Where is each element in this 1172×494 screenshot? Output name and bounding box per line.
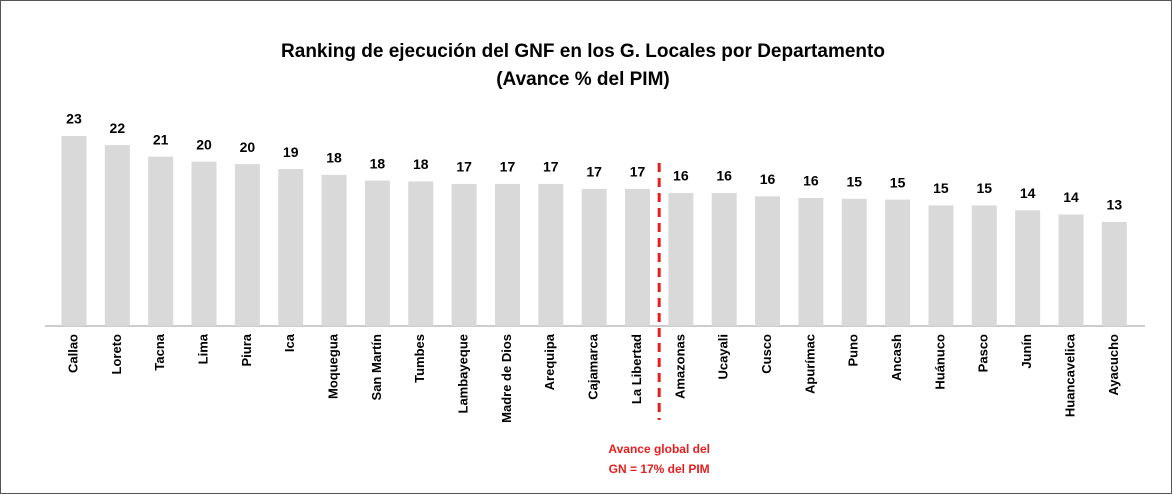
annotation: GN = 17% del PIM [609, 462, 710, 476]
bar [711, 193, 737, 326]
value-label: 16 [803, 173, 819, 189]
bar [538, 183, 564, 326]
bar [234, 164, 260, 326]
value-label: 15 [933, 180, 949, 196]
x-tick-label: Arequipa [542, 333, 557, 390]
value-label: 16 [716, 168, 732, 184]
chart-title: Ranking de ejecución del GNF en los G. L… [281, 41, 885, 62]
x-tick-label: Huancavelica [1062, 333, 1077, 417]
value-label: 23 [66, 111, 82, 127]
value-label: 15 [976, 180, 992, 196]
bar [885, 199, 911, 326]
value-label: 20 [240, 139, 256, 155]
x-tick-label: Ica [282, 333, 297, 352]
x-tick-label: Lambayeque [456, 334, 471, 413]
x-tick-label: La Libertad [629, 334, 644, 404]
bar [841, 198, 867, 326]
x-tick-label: Pasco [976, 334, 991, 372]
value-label: 17 [456, 159, 472, 175]
bar [61, 136, 87, 326]
value-label: 21 [153, 131, 169, 147]
value-label: 17 [500, 159, 516, 175]
value-label: 22 [110, 120, 126, 136]
x-tick-label: Piura [239, 333, 254, 366]
bar [1015, 210, 1041, 326]
bar [798, 197, 824, 326]
bar [364, 180, 390, 326]
annotation: Avance global del [608, 442, 710, 456]
chart-subtitle: (Avance % del PIM) [496, 69, 670, 90]
value-label: 20 [196, 136, 212, 152]
x-tick-label: Ancash [889, 334, 904, 381]
x-tick-label: Ayacucho [1106, 334, 1121, 396]
value-label: 16 [673, 168, 689, 184]
bar [581, 188, 607, 326]
bar [624, 188, 650, 326]
bar [668, 193, 694, 326]
bar [971, 205, 997, 326]
bar [755, 196, 781, 326]
value-label: 19 [283, 144, 299, 160]
value-label: 13 [1107, 197, 1123, 213]
x-tick-label: Loreto [109, 334, 124, 375]
value-label: 17 [543, 159, 559, 175]
value-label: 17 [586, 164, 602, 180]
x-tick-label: Junín [1019, 334, 1034, 369]
bar [494, 183, 520, 326]
value-label: 18 [413, 156, 429, 172]
bar [408, 181, 434, 326]
bar [104, 145, 130, 326]
x-tick-label: Amazonas [672, 334, 687, 399]
bar [928, 205, 954, 326]
x-tick-label: Ucayali [716, 334, 731, 380]
bar [278, 169, 304, 326]
value-label: 14 [1020, 185, 1036, 201]
value-label: 14 [1063, 189, 1079, 205]
x-tick-label: Tacna [152, 333, 167, 370]
bar [1101, 221, 1127, 326]
x-tick-label: Puno [846, 334, 861, 367]
bar [191, 161, 217, 326]
bar [451, 183, 477, 326]
x-tick-label: Lima [195, 333, 210, 364]
bar [1058, 214, 1084, 326]
x-tick-label: Callao [65, 334, 80, 373]
bar [148, 156, 174, 326]
bar [321, 174, 347, 326]
x-tick-label: Madre de Dios [499, 334, 514, 423]
x-tick-label: Cusco [759, 334, 774, 374]
value-label: 18 [370, 155, 386, 171]
value-label: 15 [846, 173, 862, 189]
x-tick-label: San Martín [369, 334, 384, 401]
x-tick-label: Moquegua [325, 333, 340, 399]
value-label: 18 [326, 150, 342, 166]
value-label: 15 [890, 174, 906, 190]
x-tick-label: Apurímac [802, 334, 817, 394]
value-label: 17 [630, 164, 646, 180]
x-tick-label: Tumbes [412, 334, 427, 383]
x-tick-label: Huánuco [932, 334, 947, 390]
value-label: 16 [760, 171, 776, 187]
x-tick-label: Cajamarca [586, 333, 601, 400]
